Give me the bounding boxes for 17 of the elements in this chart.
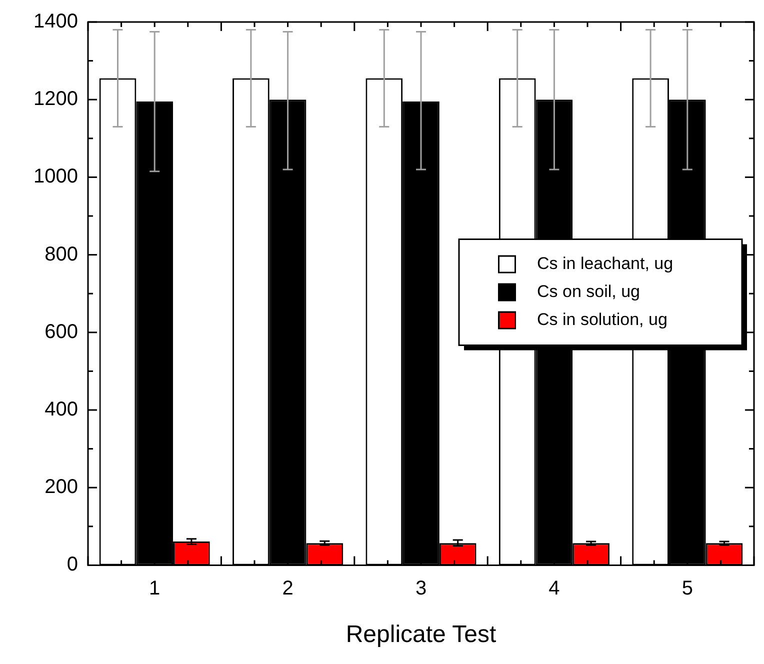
- x-tick-label: 4: [548, 578, 560, 600]
- x-tick-label: 3: [415, 578, 427, 600]
- x-tick-label: 5: [682, 578, 693, 600]
- legend-label: Cs on soil, ug: [537, 282, 640, 301]
- x-axis-title: Replicate Test: [346, 621, 496, 648]
- y-tick-label: 200: [44, 476, 78, 498]
- legend-label: Cs in solution, ug: [537, 310, 668, 329]
- y-tick-label: 1200: [34, 88, 78, 110]
- y-tick-label: 600: [44, 320, 78, 343]
- y-tick-label: 1000: [34, 166, 78, 188]
- y-tick-label: 1400: [34, 10, 78, 33]
- legend-label: Cs in leachant, ug: [537, 254, 674, 273]
- x-tick-label: 2: [282, 578, 294, 600]
- y-tick-label: 0: [66, 554, 78, 576]
- y-tick-label: 800: [44, 243, 78, 266]
- x-tick-label: 1: [149, 578, 160, 600]
- y-tick-label: 400: [44, 398, 78, 421]
